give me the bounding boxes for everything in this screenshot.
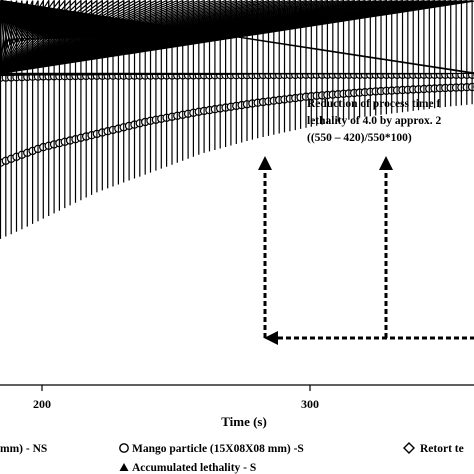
- legend-label-mango: Mango particle (15X08X08 mm) -S: [132, 443, 304, 455]
- legend-label-retort: Retort te: [420, 443, 464, 455]
- series-5: [0, 0, 473, 381]
- arrow-head-550-up: [379, 156, 393, 170]
- legend-label-ns: mm) - NS: [0, 443, 47, 455]
- legend-label-lethality: Accumulated lethality - S: [132, 462, 256, 474]
- legend: mm) - NS Mango particle (15X08X08 mm) -S…: [0, 442, 464, 474]
- x-tick-label-200: 200: [33, 397, 51, 411]
- series-1-point: [467, 82, 474, 92]
- plot-area: Reduction of process time f lethality of…: [0, 0, 474, 381]
- legend-marker-retort: [403, 442, 415, 454]
- x-ticks: 200300400500600: [33, 385, 319, 411]
- annotation-line-3: ((550 – 420)/550*100): [307, 132, 412, 144]
- annotation-line-2: lethality of 4.0 by approx. 2: [307, 115, 442, 127]
- legend-marker-lethality: [119, 463, 129, 471]
- legend-marker-mango: [119, 443, 129, 453]
- series-layer: [0, 0, 474, 381]
- arrow-head-420-up: [258, 156, 272, 170]
- annotation-text: Reduction of process time f lethality of…: [307, 98, 442, 144]
- x-axis-title: Time (s): [221, 414, 267, 429]
- x-axis: 200300400500600 Time (s): [0, 384, 474, 429]
- arrow-head-left: [264, 331, 278, 345]
- x-tick-label-300: 300: [301, 397, 319, 411]
- annotation-line-1: Reduction of process time f: [307, 98, 440, 110]
- annotation-arrows: [258, 156, 474, 345]
